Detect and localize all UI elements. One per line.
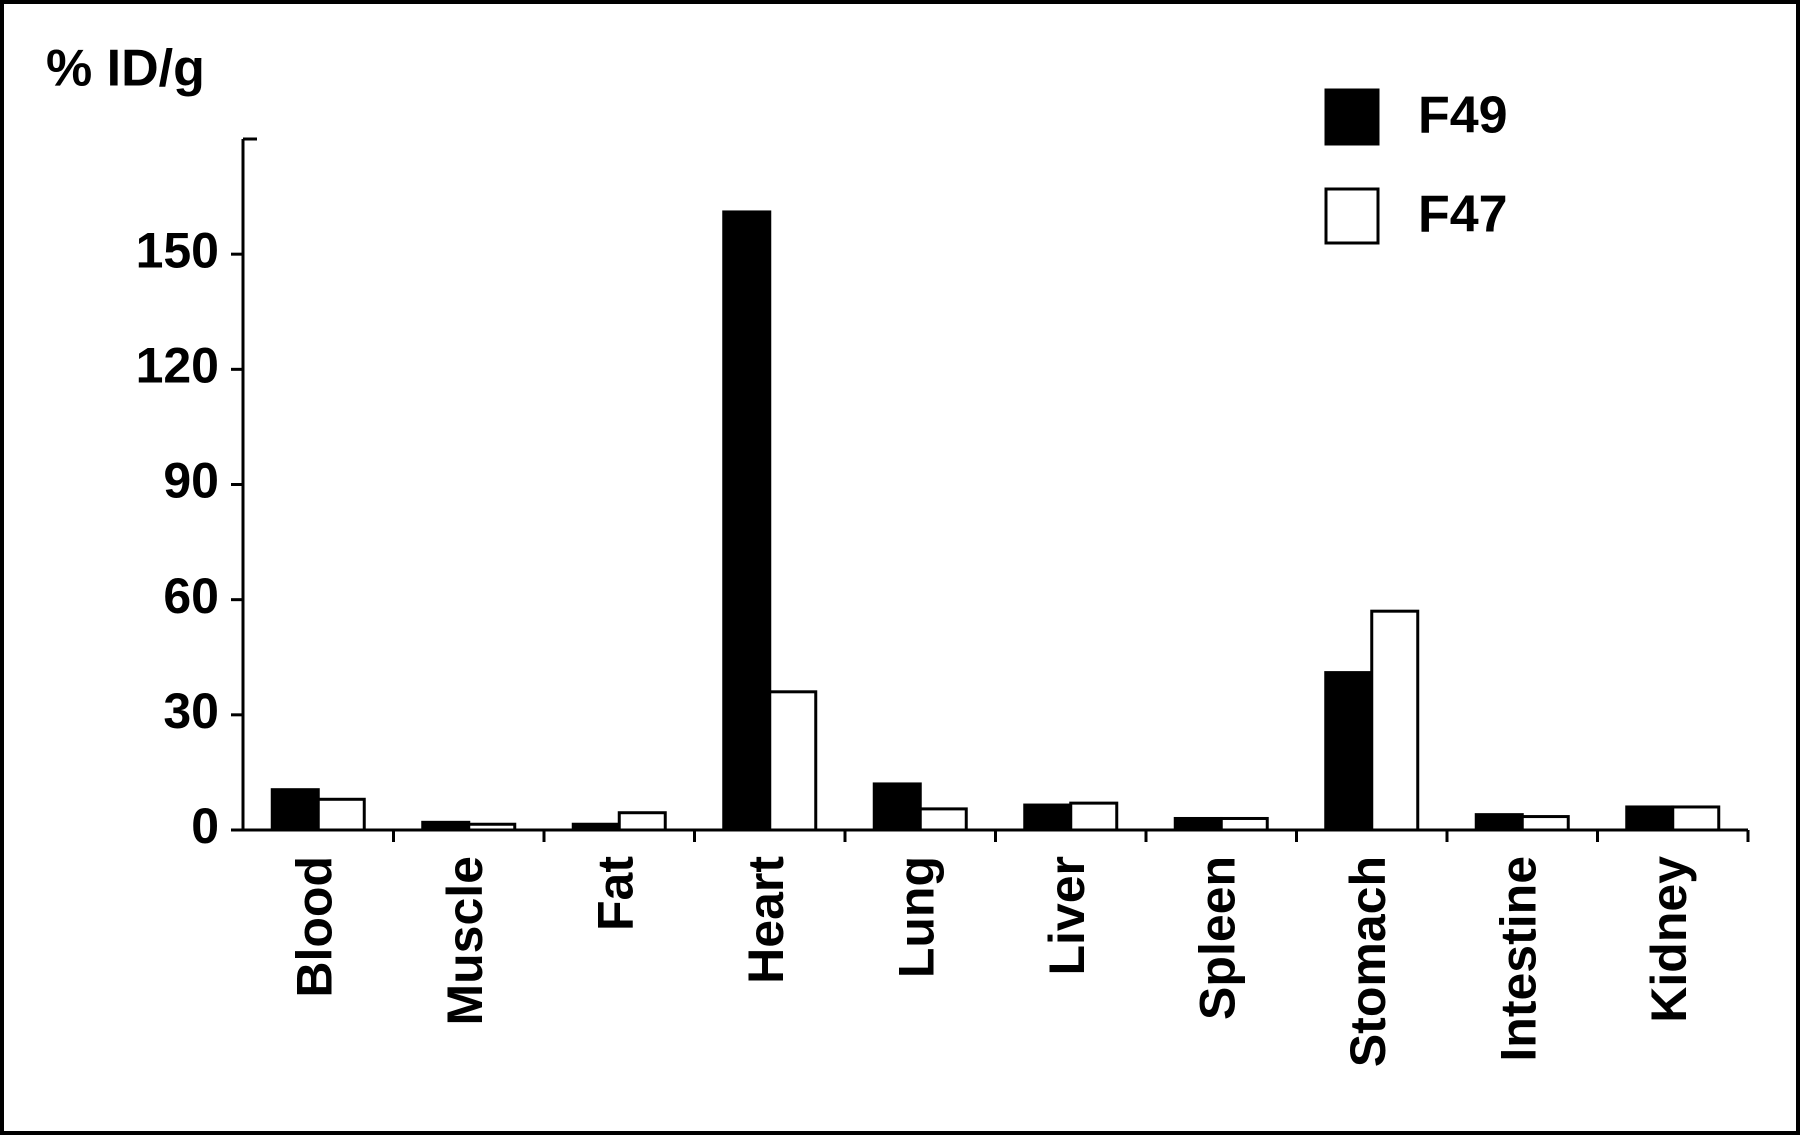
x-tick-label: Spleen	[1189, 856, 1245, 1020]
bar	[617, 811, 667, 832]
y-tick-label: 90	[163, 453, 219, 509]
bar	[1625, 805, 1675, 832]
x-tick-label: Muscle	[437, 856, 493, 1026]
bar	[1069, 801, 1119, 832]
bar	[1671, 805, 1721, 832]
bar	[918, 807, 968, 832]
legend-swatch	[1324, 88, 1380, 146]
y-tick-label: 60	[163, 568, 219, 624]
x-tick-label: Heart	[738, 856, 794, 984]
legend-swatch	[1324, 187, 1380, 245]
y-tick-label: 30	[163, 683, 219, 739]
bar	[1324, 671, 1374, 832]
y-tick-label: 150	[136, 222, 219, 278]
legend-label: F49	[1418, 87, 1508, 145]
x-tick-label: Liver	[1039, 856, 1095, 976]
bar	[1474, 813, 1524, 832]
bar	[1370, 609, 1420, 832]
bar	[1219, 816, 1269, 832]
bar	[270, 788, 320, 832]
legend-label: F47	[1418, 186, 1508, 244]
bar	[768, 690, 818, 832]
x-tick-label: Kidney	[1641, 856, 1697, 1023]
x-tick-label: Stomach	[1340, 856, 1396, 1067]
bar	[1520, 815, 1570, 832]
bar	[467, 822, 517, 832]
x-tick-label: Lung	[888, 856, 944, 978]
bar	[722, 210, 772, 832]
bar	[571, 822, 621, 832]
bar	[1023, 803, 1073, 832]
x-tick-label: Fat	[587, 856, 643, 931]
x-tick-label: Intestine	[1490, 856, 1546, 1062]
y-tick-label: 0	[191, 798, 219, 854]
bar	[421, 820, 471, 832]
x-tick-label: Blood	[286, 856, 342, 998]
y-tick-label: 120	[136, 338, 219, 394]
y-axis-title: % ID/g	[46, 40, 205, 98]
bar	[1173, 816, 1223, 832]
bar	[316, 797, 366, 832]
bar	[872, 782, 922, 832]
